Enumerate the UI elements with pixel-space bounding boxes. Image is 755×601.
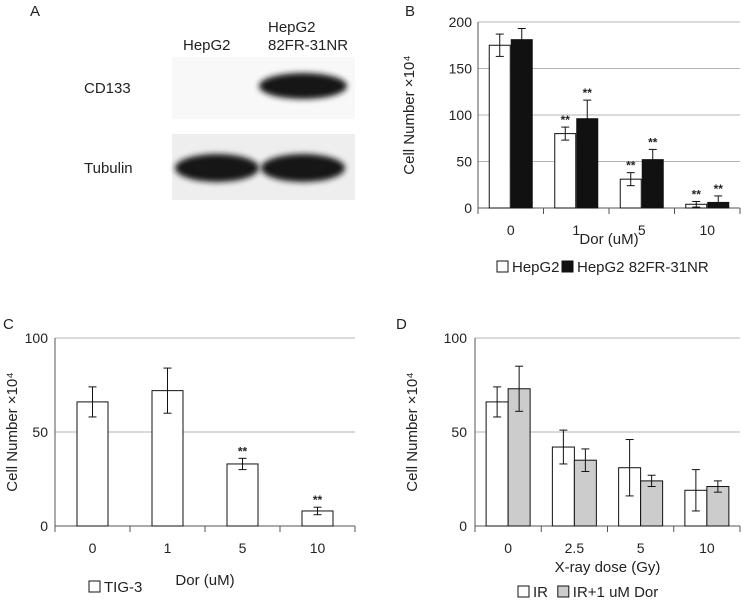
x-tick-label: 10 [699,222,715,238]
lane-label-line-1: HepG2 [268,19,316,36]
bar [488,44,511,209]
bar [226,463,259,527]
legend-swatch [561,260,574,273]
y-axis-label: Cell Number ×10⁴ [404,372,421,491]
y-axis-label: Cell Number ×10⁴ [401,55,418,174]
significance-label: ** [238,444,248,458]
panel-letter-c: C [3,316,14,333]
significance-label: ** [692,187,702,201]
bar [76,401,109,527]
western-blot-panel: A HepG2 HepG2 82FR-31NR CD133 Tubulin [30,3,355,200]
row-label-tubulin: Tubulin [84,160,133,177]
x-axis-label: Dor (uM) [175,572,234,589]
x-tick-label: 2.5 [565,540,585,556]
legend-entry: IR+1 uM Dor [573,584,658,601]
panel-letter-b: B [405,3,415,20]
tubulin-band-hepg2 [175,154,259,182]
x-tick-label: 5 [637,540,645,556]
y-tick-label: 100 [444,330,468,346]
significance-label: ** [626,159,636,173]
significance-label: ** [313,493,323,507]
tubulin-band-hepg2-82fr [261,154,345,182]
significance-label: ** [561,113,571,127]
chart-panel-c: C 0 50 100 0 1 5 10 ** ** Cell Number ×10⁴ Dor (uM)… [3,316,356,596]
legend-entry: HepG2 [512,259,560,276]
y-tick-label: 200 [449,14,473,30]
y-tick-label: 0 [40,518,48,534]
legend-entry: IR [533,584,548,601]
bar [640,480,664,527]
y-axis-label: Cell Number ×10⁴ [4,372,21,491]
panel-letter-a: A [30,3,40,20]
x-tick-label: 1 [164,540,172,556]
x-axis-label: X-ray dose (Gy) [555,559,661,576]
bar [554,133,577,209]
significance-label: ** [648,135,658,149]
x-tick-label: 0 [504,540,512,556]
row-label-cd133: CD133 [84,80,131,97]
x-tick-label: 5 [239,540,247,556]
y-tick-label: 50 [32,424,48,440]
x-tick-label: 10 [310,540,326,556]
y-tick-label: 100 [25,330,49,346]
x-tick-label: 0 [89,540,97,556]
lane-label-hepg2: HepG2 [183,37,231,54]
y-tick-label: 50 [456,154,472,170]
y-tick-label: 0 [464,200,472,216]
x-axis-label: Dor (uM) [579,231,638,248]
y-tick-label: 0 [459,518,467,534]
x-tick-label: 5 [638,222,646,238]
chart-panel-d: D 0 50 100 0 2.5 5 10 Cell Number ×10⁴ X-ray dose… [396,316,741,601]
y-tick-label: 100 [449,107,473,123]
x-tick-label: 0 [507,222,515,238]
legend-swatch [557,585,570,598]
panel-letter-d: D [396,316,407,333]
y-tick-label: 150 [449,61,473,77]
legend-swatch [517,585,530,598]
lane-label-hepg2-82fr: HepG2 82FR-31NR [268,19,348,54]
legend-swatch [88,580,101,593]
significance-label: ** [714,182,724,196]
cd133-band-hepg2-82fr [259,73,347,99]
legend-entry: TIG-3 [104,579,142,596]
significance-label: ** [583,86,593,100]
bar [485,401,509,527]
lane-label-line-2: 82FR-31NR [268,37,348,54]
legend-entry: HepG2 82FR-31NR [577,259,709,276]
x-tick-label: 10 [699,540,715,556]
y-tick-label: 50 [451,424,467,440]
legend-swatch [496,260,509,273]
chart-panel-b: B 0 50 100 150 200 0 1 5 10 ** ** ** ** ** ** Cell Numbe… [401,3,741,276]
bar [510,39,533,209]
x-tick-label: 1 [572,222,580,238]
